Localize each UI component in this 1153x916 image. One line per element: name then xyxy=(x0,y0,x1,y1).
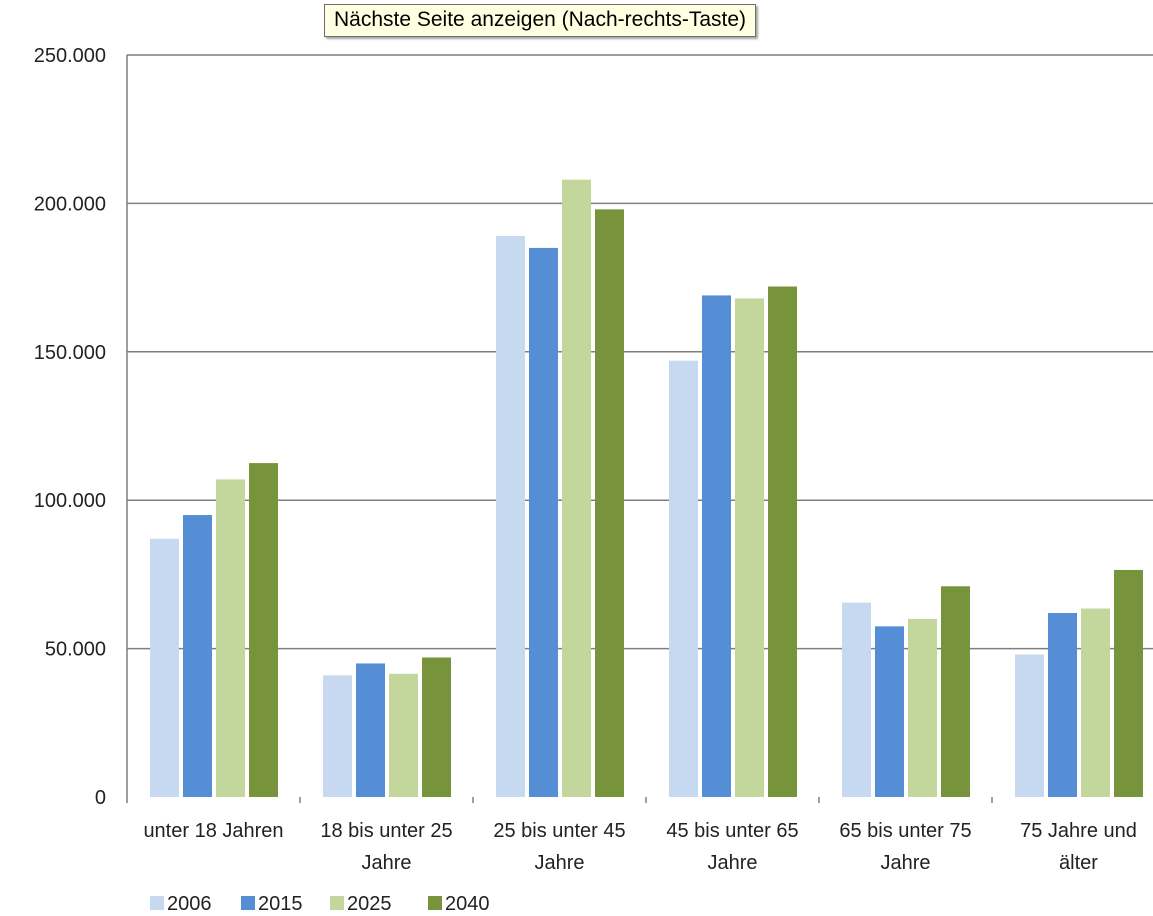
y-tick-label: 100.000 xyxy=(34,490,106,512)
bar-2015 xyxy=(875,626,904,797)
bar-2006 xyxy=(150,538,179,797)
bar-2040 xyxy=(249,463,278,797)
bar-2025 xyxy=(562,179,591,797)
x-tick-label: 65 bis unter 75 xyxy=(839,820,971,842)
x-tick-label: Jahre xyxy=(534,852,584,874)
x-tick-label: Jahre xyxy=(361,852,411,874)
bar-2040 xyxy=(595,209,624,797)
legend-swatch-2015 xyxy=(241,896,255,910)
bar-2025 xyxy=(735,298,764,797)
x-tick-label: älter xyxy=(1059,852,1098,874)
bar-2015 xyxy=(702,295,731,797)
y-tick-labels: 0 50.000 100.000 150.000 200.000 250.000 xyxy=(34,45,106,809)
bar-2006 xyxy=(496,236,525,798)
bar-2040 xyxy=(1114,569,1143,797)
y-tick-label: 150.000 xyxy=(34,342,106,364)
y-tick-label: 0 xyxy=(95,787,106,809)
bar-2025 xyxy=(216,479,245,797)
bar-2025 xyxy=(908,618,937,797)
gridlines xyxy=(127,54,1153,650)
bar-2006 xyxy=(669,360,698,797)
bars xyxy=(150,179,1143,798)
axes xyxy=(126,55,993,803)
legend-swatch-2040 xyxy=(428,896,442,910)
x-tick-label: 25 bis unter 45 xyxy=(493,820,625,842)
bar-2015 xyxy=(1048,612,1077,797)
bar-2015 xyxy=(356,663,385,797)
legend-label-2040: 2040 xyxy=(445,893,490,915)
legend-swatch-2025 xyxy=(330,896,344,910)
x-tick-label: 45 bis unter 65 xyxy=(666,820,798,842)
bar-2006 xyxy=(842,602,871,797)
legend: 2006 2015 2025 2040 xyxy=(150,893,490,915)
y-tick-label: 50.000 xyxy=(45,639,106,661)
legend-swatch-2006 xyxy=(150,896,164,910)
legend-label-2015: 2015 xyxy=(258,893,303,915)
x-tick-label: 18 bis unter 25 xyxy=(320,820,452,842)
x-tick-label: 75 Jahre und xyxy=(1020,820,1137,842)
bar-2040 xyxy=(422,657,451,797)
bar-2025 xyxy=(1081,608,1110,797)
bar-2040 xyxy=(941,586,970,797)
x-tick-labels: unter 18 Jahren 18 bis unter 25 Jahre 25 bi… xyxy=(143,820,1136,874)
y-tick-label: 200.000 xyxy=(34,193,106,215)
bar-2006 xyxy=(1015,654,1044,797)
x-tick-label: Jahre xyxy=(707,852,757,874)
bar-2006 xyxy=(323,675,352,797)
x-tick-label: Jahre xyxy=(880,852,930,874)
bar-2015 xyxy=(529,247,558,798)
legend-label-2006: 2006 xyxy=(167,893,212,915)
bar-2015 xyxy=(183,515,212,797)
bar-2040 xyxy=(768,286,797,797)
bar-2025 xyxy=(389,673,418,797)
navigation-tooltip: Nächste Seite anzeigen (Nach-rechts-Tast… xyxy=(324,4,757,37)
legend-label-2025: 2025 xyxy=(347,893,392,915)
y-tick-label: 250.000 xyxy=(34,45,106,67)
x-tick-label: unter 18 Jahren xyxy=(143,820,283,842)
